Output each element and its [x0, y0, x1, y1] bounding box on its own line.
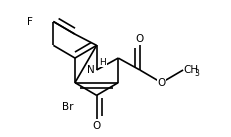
Text: CH: CH	[182, 65, 197, 75]
Text: O: O	[157, 78, 165, 88]
Text: N: N	[87, 65, 95, 75]
Text: Br: Br	[62, 102, 73, 112]
Text: H: H	[99, 58, 106, 67]
Text: O: O	[92, 121, 100, 131]
Text: O: O	[135, 34, 143, 44]
Text: 3: 3	[193, 69, 198, 78]
Text: F: F	[27, 17, 32, 27]
